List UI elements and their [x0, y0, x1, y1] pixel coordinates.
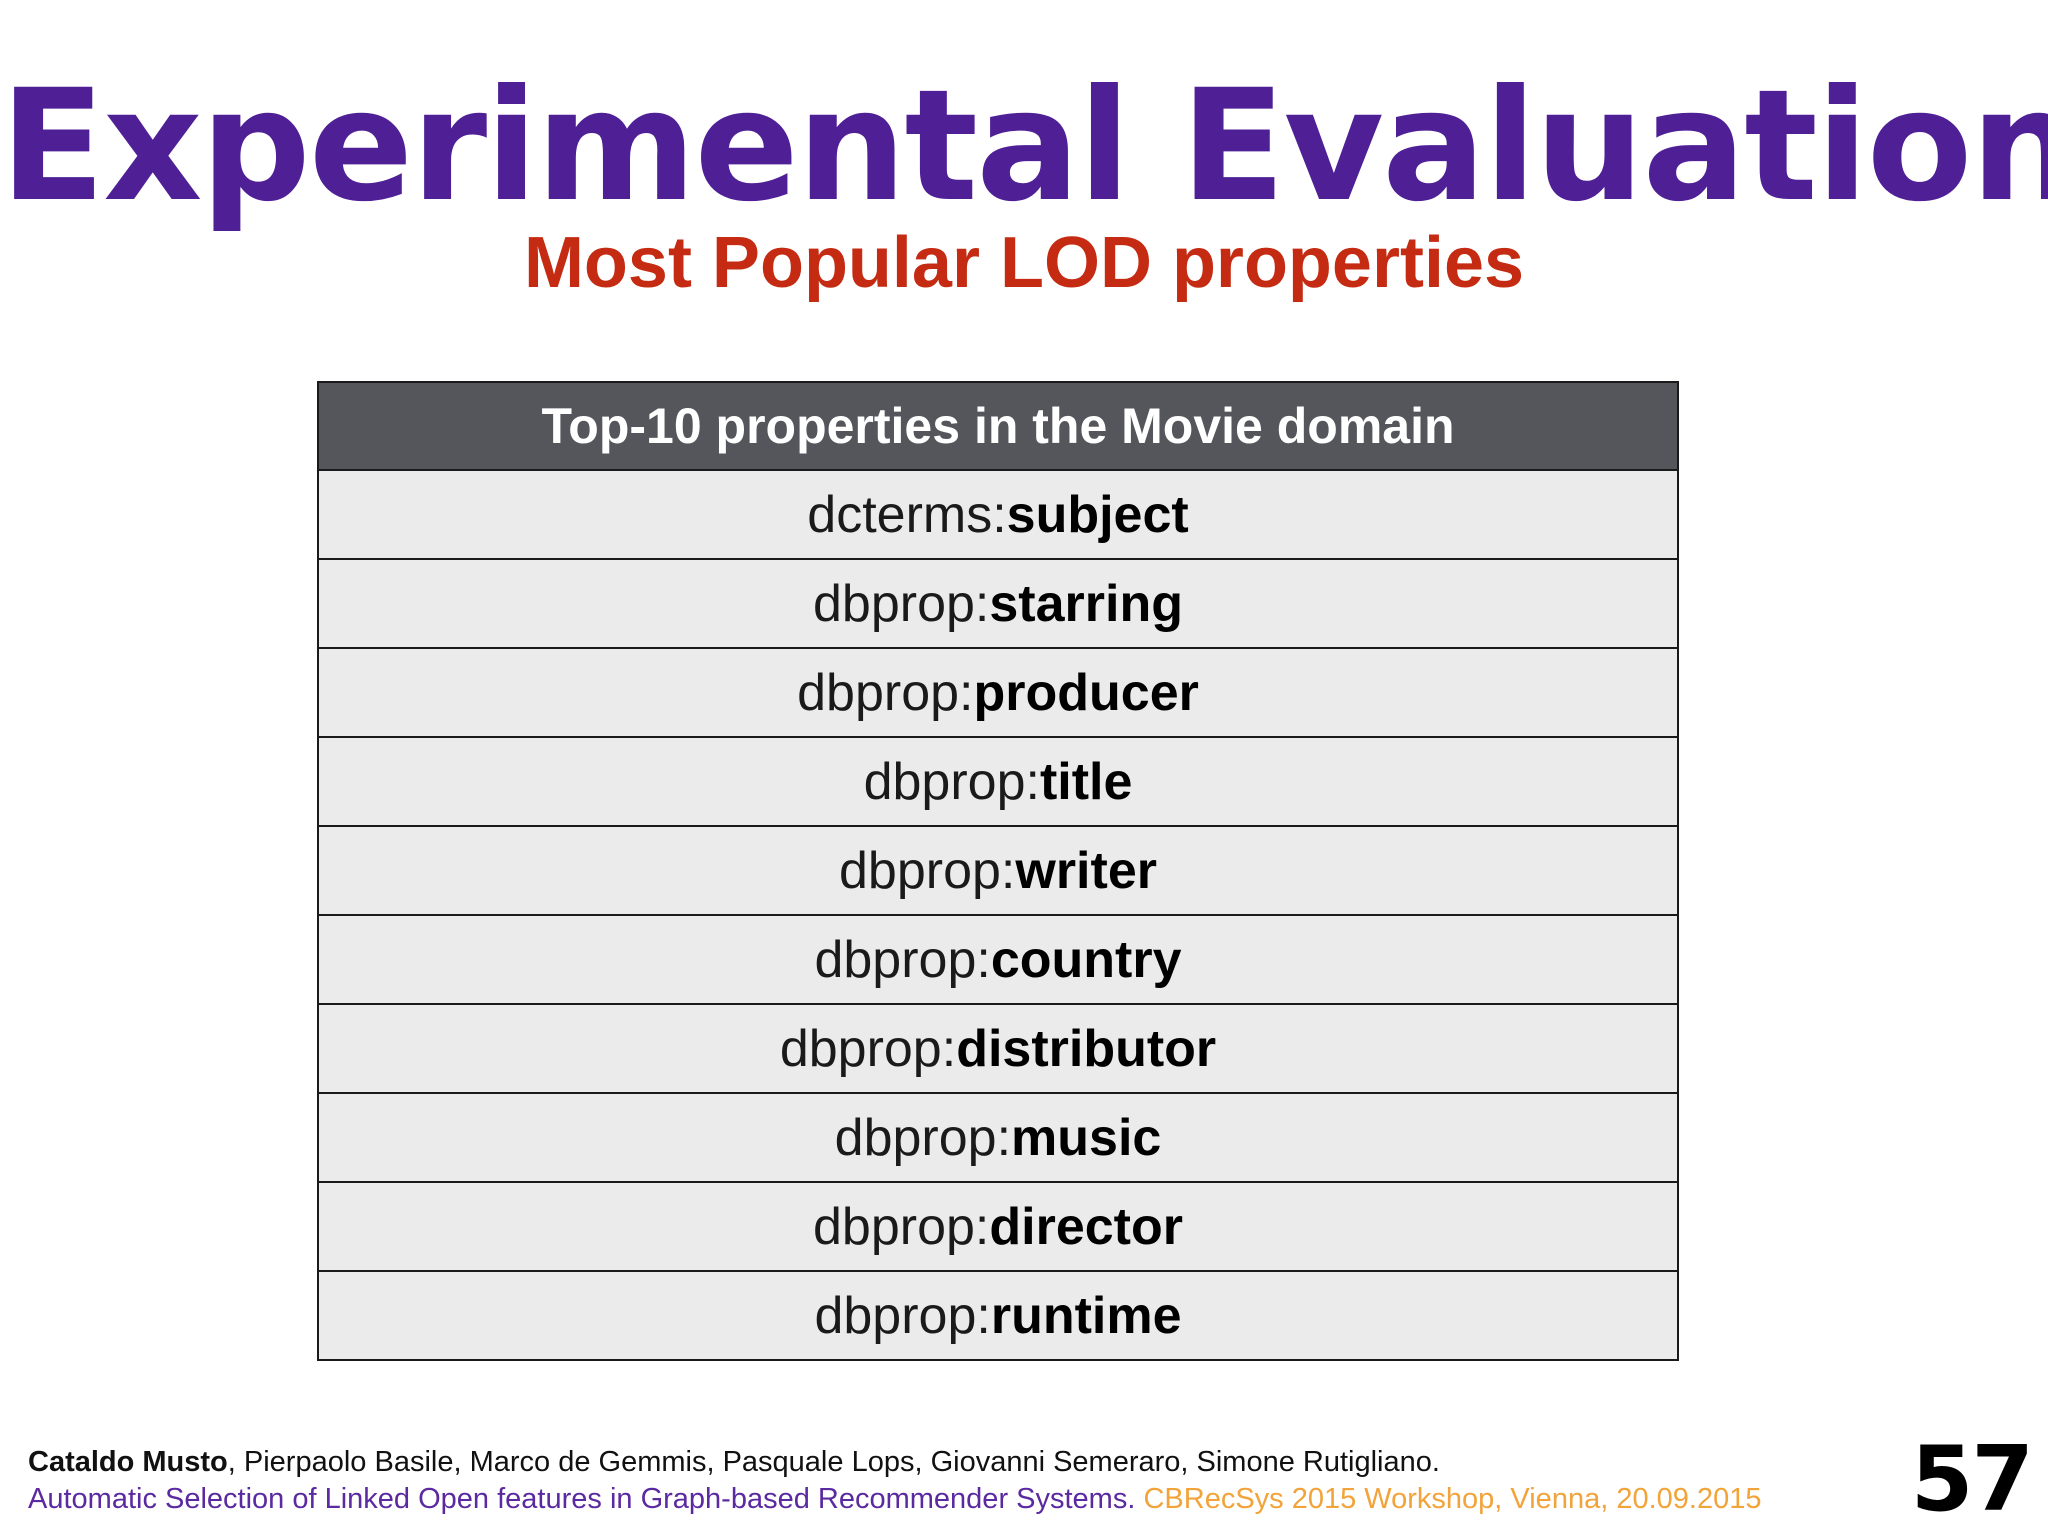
property-cell: dcterms:subject: [317, 469, 1679, 560]
property-prefix: dbprop:: [834, 1108, 1012, 1167]
table-row: dbprop:starring: [317, 558, 1679, 649]
property-name: producer: [973, 663, 1199, 722]
table-row: dbprop:writer: [317, 825, 1679, 916]
property-cell: dbprop:runtime: [317, 1270, 1679, 1361]
table-row: dcterms:subject: [317, 469, 1679, 560]
properties-table: Top-10 properties in the Movie domain dc…: [317, 381, 1679, 1361]
table-header: Top-10 properties in the Movie domain: [317, 381, 1679, 471]
page-number: 57: [1910, 1427, 2034, 1532]
table-row: dbprop:producer: [317, 647, 1679, 738]
footer-authors: Cataldo Musto, Pierpaolo Basile, Marco d…: [28, 1444, 1761, 1481]
property-prefix: dbprop:: [839, 841, 1016, 900]
slide-title: Experimental Evaluation: [0, 57, 2048, 236]
property-name: starring: [989, 574, 1183, 633]
property-name: runtime: [990, 1286, 1182, 1345]
coauthors: , Pierpaolo Basile, Marco de Gemmis, Pas…: [227, 1446, 1440, 1478]
table-row: dbprop:music: [317, 1092, 1679, 1183]
property-prefix: dbprop:: [814, 1286, 991, 1345]
property-prefix: dbprop:: [813, 1197, 990, 1256]
property-name: country: [990, 930, 1182, 989]
property-cell: dbprop:writer: [317, 825, 1679, 916]
property-name: director: [989, 1197, 1183, 1256]
property-cell: dbprop:starring: [317, 558, 1679, 649]
lead-author: Cataldo Musto: [28, 1446, 228, 1478]
footer-reference: Automatic Selection of Linked Open featu…: [28, 1481, 1761, 1518]
property-name: title: [1039, 752, 1133, 811]
property-prefix: dbprop:: [814, 930, 991, 989]
property-prefix: dbprop:: [779, 1019, 957, 1078]
property-cell: dbprop:title: [317, 736, 1679, 827]
table-row: dbprop:title: [317, 736, 1679, 827]
slide-subtitle: Most Popular LOD properties: [523, 223, 1525, 303]
property-name: distributor: [956, 1019, 1217, 1078]
property-name: music: [1011, 1108, 1162, 1167]
property-prefix: dbprop:: [813, 574, 990, 633]
property-prefix: dbprop:: [797, 663, 974, 722]
table-row: dbprop:director: [317, 1181, 1679, 1272]
property-cell: dbprop:country: [317, 914, 1679, 1005]
footer-citation: Cataldo Musto, Pierpaolo Basile, Marco d…: [28, 1444, 1761, 1518]
table-header-row: Top-10 properties in the Movie domain: [317, 381, 1679, 471]
property-cell: dbprop:director: [317, 1181, 1679, 1272]
property-prefix: dcterms:: [807, 485, 1007, 544]
venue: CBRecSys 2015 Workshop, Vienna, 20.09.20…: [1135, 1483, 1762, 1515]
property-name: writer: [1015, 841, 1157, 900]
property-cell: dbprop:producer: [317, 647, 1679, 738]
table-row: dbprop:country: [317, 914, 1679, 1005]
property-cell: dbprop:distributor: [317, 1003, 1679, 1094]
property-cell: dbprop:music: [317, 1092, 1679, 1183]
property-prefix: dbprop:: [863, 752, 1040, 811]
property-name: subject: [1006, 485, 1189, 544]
table-row: dbprop:distributor: [317, 1003, 1679, 1094]
table-row: dbprop:runtime: [317, 1270, 1679, 1361]
paper-title: Automatic Selection of Linked Open featu…: [28, 1483, 1136, 1515]
